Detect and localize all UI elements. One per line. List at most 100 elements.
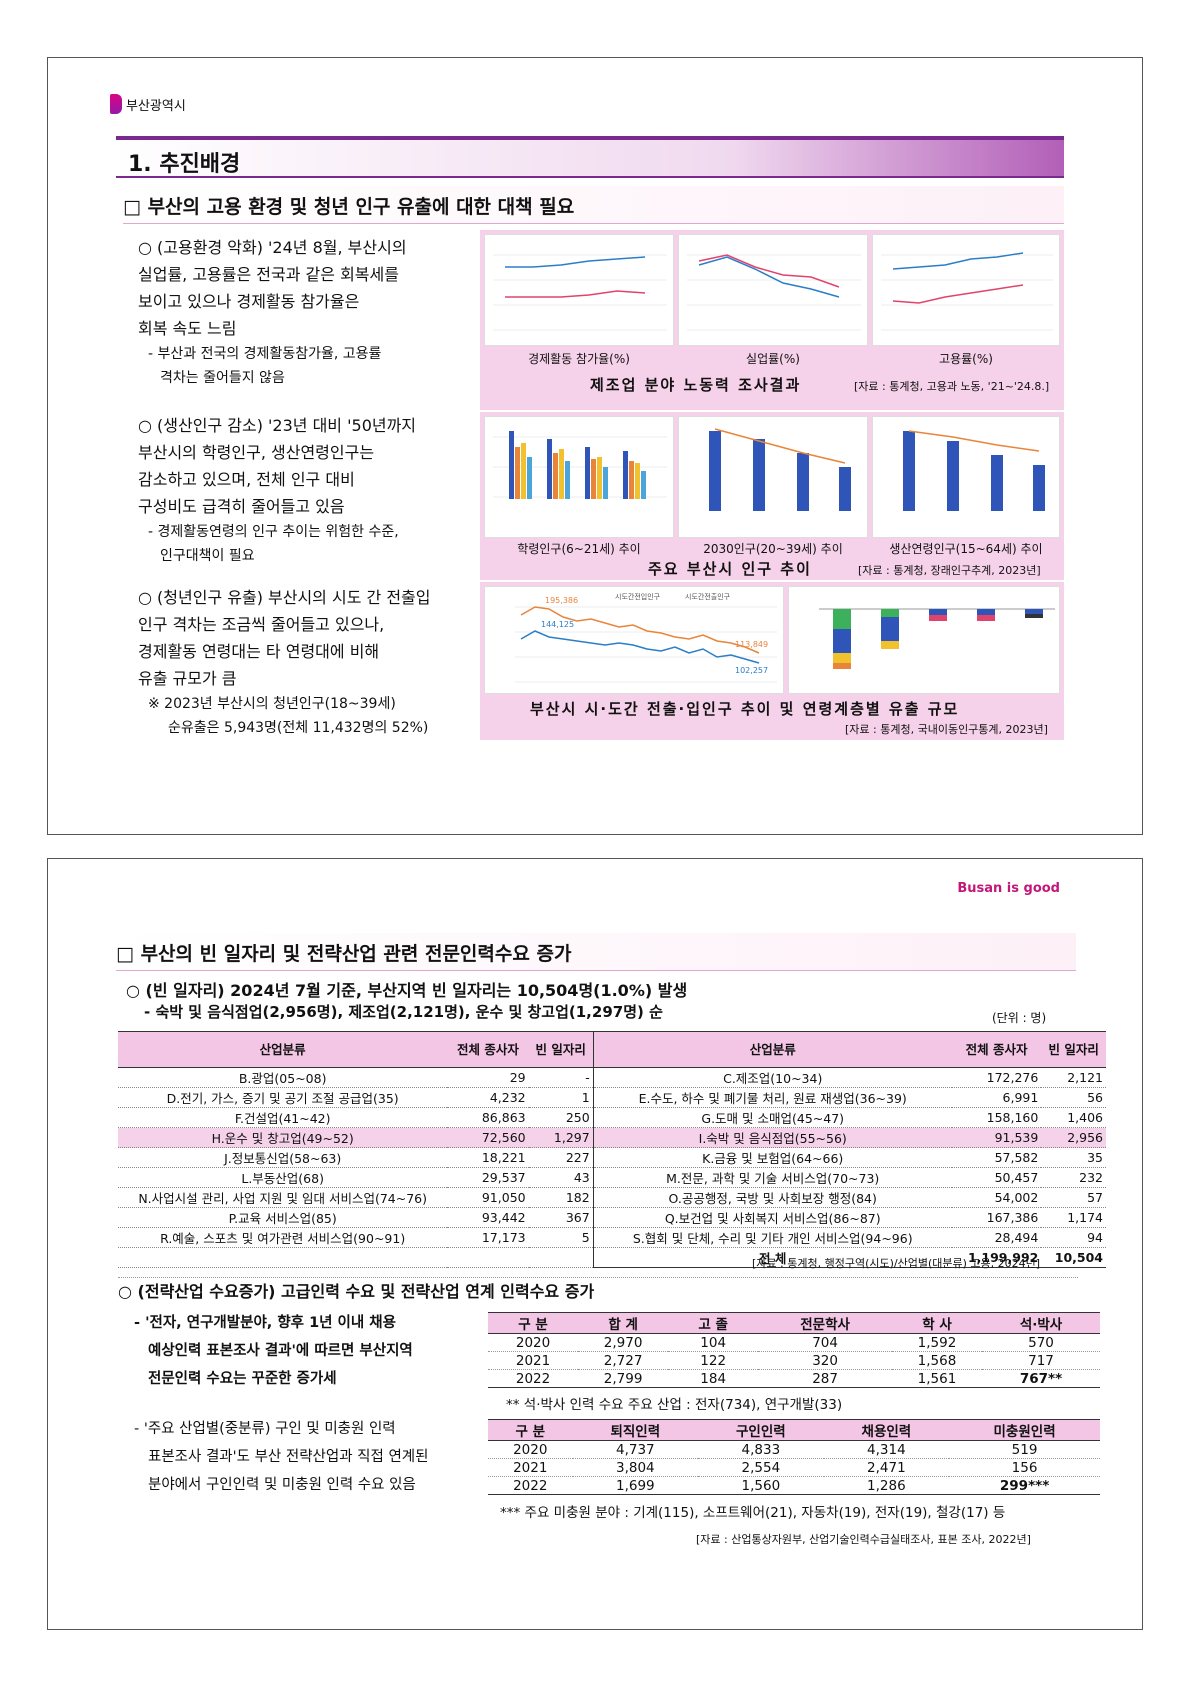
chart-working-age	[872, 416, 1060, 538]
table-cell: 56	[1041, 1087, 1106, 1108]
table-row: 2021 3,804 2,554 2,471 156	[488, 1458, 1100, 1477]
slide-2: Busan is good □ 부산의 빈 일자리 및 전략산업 관련 전문인력…	[47, 858, 1143, 1630]
table-total-row: 전 체 1,199,992 10,504	[118, 1247, 1106, 1268]
panel-title: 제조업 분야 노동력 조사결과	[590, 376, 802, 394]
table-cell: 1,297	[528, 1127, 594, 1148]
table-cell: -	[528, 1067, 594, 1088]
table-row: 2020 4,737 4,833 4,314 519	[488, 1440, 1100, 1459]
vacancy-line: ○ (빈 일자리) 2024년 7월 기준, 부산지역 빈 일자리는 10,50…	[126, 981, 688, 1000]
table-row: F.건설업(41~42) 86,863 250 G.도매 및 소매업(45~47) 15…	[118, 1107, 1106, 1128]
table-cell: 29	[447, 1067, 529, 1088]
table-cell: 54,002	[951, 1187, 1042, 1208]
table-cell: 57	[1041, 1187, 1106, 1208]
table-row: J.정보통신업(58~63) 18,221 227 K.금융 및 보험업(64~66)…	[118, 1147, 1106, 1168]
table-cell: 287	[758, 1369, 892, 1388]
panel-migration: 195,386 144,125 113,849 102,257 시도간전입인구 …	[480, 582, 1064, 740]
table-cell: M.전문, 과학 및 기술 서비스업(70~73)	[592, 1167, 952, 1188]
table-cell: 2022	[488, 1476, 573, 1495]
table-cell: 767**	[982, 1369, 1100, 1388]
table-cell: 57,582	[951, 1147, 1042, 1168]
table-cell: 122	[668, 1351, 759, 1370]
section-heading: □ 부산의 고용 환경 및 청년 인구 유출에 대한 대책 필요	[123, 186, 1064, 224]
table-cell: 93,442	[447, 1207, 529, 1228]
demand-note: ** 석·박사 인력 수요 주요 산업 : 전자(734), 연구개발(33)	[506, 1397, 843, 1413]
table-row: B.광업(05~08) 29- C.제조업(10~34) 172,276 2,121	[118, 1067, 1106, 1088]
table-row: P.교육 서비스업(85) 93,442 367 Q.보건업 및 사회복지 서비스업(…	[118, 1207, 1106, 1228]
svg-text:144,125: 144,125	[541, 620, 574, 629]
table-cell: H.운수 및 창고업(49~52)	[118, 1127, 448, 1148]
table-cell: 1,406	[1041, 1107, 1106, 1128]
panel-source: [자료 : 통계청, 국내이동인구통계, 2023년]	[845, 723, 1048, 736]
table-cell: 2,121	[1041, 1067, 1106, 1088]
table-cell: N.사업시설 관리, 사업 지원 및 임대 서비스업(74~76)	[118, 1187, 448, 1208]
table-cell: 167,386	[951, 1207, 1042, 1228]
table-cell: D.전기, 가스, 증기 및 공기 조절 공급업(35)	[118, 1087, 448, 1108]
table-cell: 704	[758, 1333, 892, 1352]
table-row: H.운수 및 창고업(49~52) 72,560 1,297 I.숙박 및 음식점업(…	[118, 1127, 1106, 1148]
svg-text:195,386: 195,386	[545, 596, 578, 605]
table-cell: 519	[949, 1440, 1100, 1459]
table-cell: 4,833	[698, 1440, 824, 1459]
table-cell: G.도매 및 소매업(45~47)	[592, 1107, 952, 1128]
section-heading: □ 부산의 빈 일자리 및 전략산업 관련 전문인력수요 증가	[116, 933, 1076, 971]
table-cell: 18,221	[447, 1147, 529, 1168]
chart-school-age	[484, 416, 674, 538]
panel-title: 부산시 시·도간 전출·입인구 추이 및 연령계층별 유출 규모	[530, 700, 960, 718]
table-cell: K.금융 및 보험업(64~66)	[592, 1147, 952, 1168]
table-cell: 2021	[488, 1458, 573, 1477]
table-cell: S.협회 및 단체, 수리 및 기타 개인 서비스업(94~96)	[592, 1227, 952, 1248]
table-cell: L.부동산업(68)	[118, 1167, 448, 1188]
panel-source: [자료 : 통계청, 장래인구추계, 2023년]	[858, 564, 1041, 577]
table-cell: 104	[668, 1333, 759, 1352]
item-employment: ○ (고용환경 악화) '24년 8월, 부산시의 실업률, 고용률은 전국과 같…	[138, 238, 407, 386]
item-population: ○ (생산인구 감소) '23년 대비 '50년까지 부산시의 학령인구, 생산연…	[138, 416, 417, 564]
strategic-text-2: - '주요 산업별(중분류) 구인 및 미충원 인력 표본조사 결과'도 부산 전…	[134, 1421, 429, 1493]
table-cell: 94	[1041, 1227, 1106, 1248]
panel-population: 학령인구(6~21세) 추이 2030인구(20~39세) 추이 생산연령인구(…	[480, 412, 1064, 580]
item-youth: ○ (청년인구 유출) 부산시의 시도 간 전출입 인구 격차는 조금씩 줄어들고…	[138, 588, 431, 736]
table-cell: 158,160	[951, 1107, 1042, 1128]
vacancy-detail: - 숙박 및 음식점업(2,956명), 제조업(2,121명), 운수 및 창…	[144, 1003, 663, 1021]
svg-text:시도간전출인구: 시도간전출인구	[685, 592, 731, 601]
table-cell: 717	[982, 1351, 1100, 1370]
table-cell: 2022	[488, 1369, 579, 1388]
table-cell: 570	[982, 1333, 1100, 1352]
chart-2030-population	[678, 416, 868, 538]
table-cell: 17,173	[447, 1227, 529, 1248]
table-cell: 1,568	[891, 1351, 983, 1370]
table-row: R.예술, 스포츠 및 여가관련 서비스업(90~91) 17,173 5 S.협회 …	[118, 1227, 1106, 1248]
table-cell: 35	[1041, 1147, 1106, 1168]
table-cell: 1,286	[823, 1476, 950, 1495]
table-cell: 2020	[488, 1333, 579, 1352]
unfilled-note: *** 주요 미충원 분야 : 기계(115), 소프트웨어(21), 자동차(…	[500, 1505, 1006, 1521]
table-cell: 320	[758, 1351, 892, 1370]
chart-employment-rate	[872, 234, 1060, 346]
svg-text:102,257: 102,257	[735, 666, 768, 675]
svg-text:시도간전입인구: 시도간전입인구	[615, 592, 661, 601]
table-cell: 91,050	[447, 1187, 529, 1208]
table-cell: 172,276	[951, 1067, 1042, 1088]
table-cell: Q.보건업 및 사회복지 서비스업(86~87)	[592, 1207, 952, 1228]
strategic-heading: ○ (전략산업 수요증가) 고급인력 수요 및 전략산업 연계 인력수요 증가	[118, 1277, 1078, 1305]
table-cell: 1	[528, 1087, 594, 1108]
table-cell: O.공공행정, 국방 및 사회보장 행정(84)	[592, 1187, 952, 1208]
table-cell: 2,799	[578, 1369, 669, 1388]
table-row: 2022 2,799 184 287 1,561 767**	[488, 1369, 1100, 1388]
table-cell: 4,232	[447, 1087, 529, 1108]
table-cell: C.제조업(10~34)	[592, 1067, 952, 1088]
table-row: 2021 2,727 122 320 1,568 717	[488, 1351, 1100, 1370]
table-row: L.부동산업(68) 29,537 43 M.전문, 과학 및 기술 서비스업(70~…	[118, 1167, 1106, 1188]
table-cell: 2020	[488, 1440, 573, 1459]
table-cell: 4,314	[823, 1440, 950, 1459]
table-cell: 2021	[488, 1351, 579, 1370]
table-cell: 6,991	[951, 1087, 1042, 1108]
table-cell: 1,560	[698, 1476, 824, 1495]
table-cell: B.광업(05~08)	[118, 1067, 448, 1088]
table-cell: E.수도, 하수 및 폐기물 처리, 원료 재생업(36~39)	[592, 1087, 952, 1108]
section-title: 1. 추진배경	[116, 136, 1064, 178]
table-cell: 299***	[949, 1476, 1100, 1495]
table-cell: 50,457	[951, 1167, 1042, 1188]
table-cell: 29,537	[447, 1167, 529, 1188]
table-cell: 43	[528, 1167, 594, 1188]
